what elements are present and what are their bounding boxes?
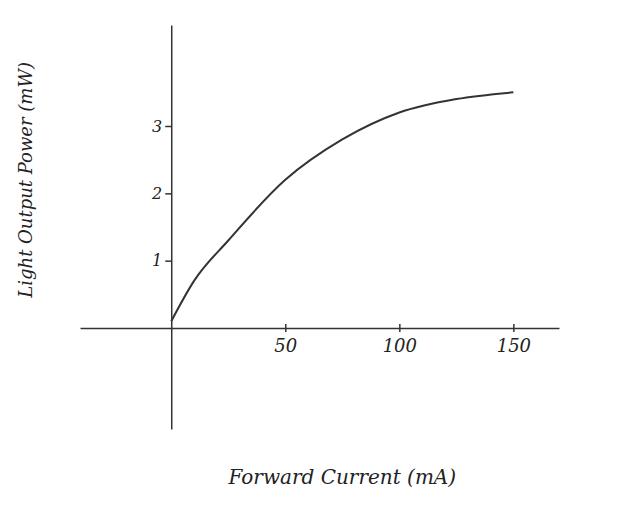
x-axis-line (81, 328, 560, 330)
x-tick-label: 100 (383, 335, 417, 356)
y-axis: 1 2 3 (151, 26, 172, 430)
y-tick-label: 3 (152, 117, 162, 136)
y-tick-label: 2 (151, 184, 162, 203)
y-tick: 1 (152, 251, 171, 270)
x-tick-label: 150 (497, 335, 531, 356)
y-tick-mark (165, 193, 171, 195)
x-tick-label: 50 (274, 335, 297, 356)
x-axis: 50 100 150 (81, 324, 560, 356)
x-tick: 150 (497, 324, 531, 356)
y-tick-label: 1 (152, 251, 162, 270)
data-line (171, 92, 513, 321)
y-axis-line (171, 26, 173, 430)
y-tick: 3 (152, 117, 171, 136)
y-tick-mark (165, 126, 171, 128)
y-tick: 2 (151, 184, 171, 203)
plot-area (171, 92, 513, 321)
x-tick-mark (513, 324, 515, 332)
x-tick: 50 (274, 324, 297, 356)
x-tick-mark (399, 324, 401, 332)
x-axis-title: Forward Current (mA) (228, 465, 457, 489)
y-axis-title: Light Output Power (mW) (15, 62, 36, 299)
x-tick-mark (285, 324, 287, 332)
chart: 50 100 150 1 2 3 Forward Current (mA) Light Out… (0, 0, 619, 509)
y-tick-mark (165, 260, 171, 262)
x-tick: 100 (383, 324, 417, 356)
